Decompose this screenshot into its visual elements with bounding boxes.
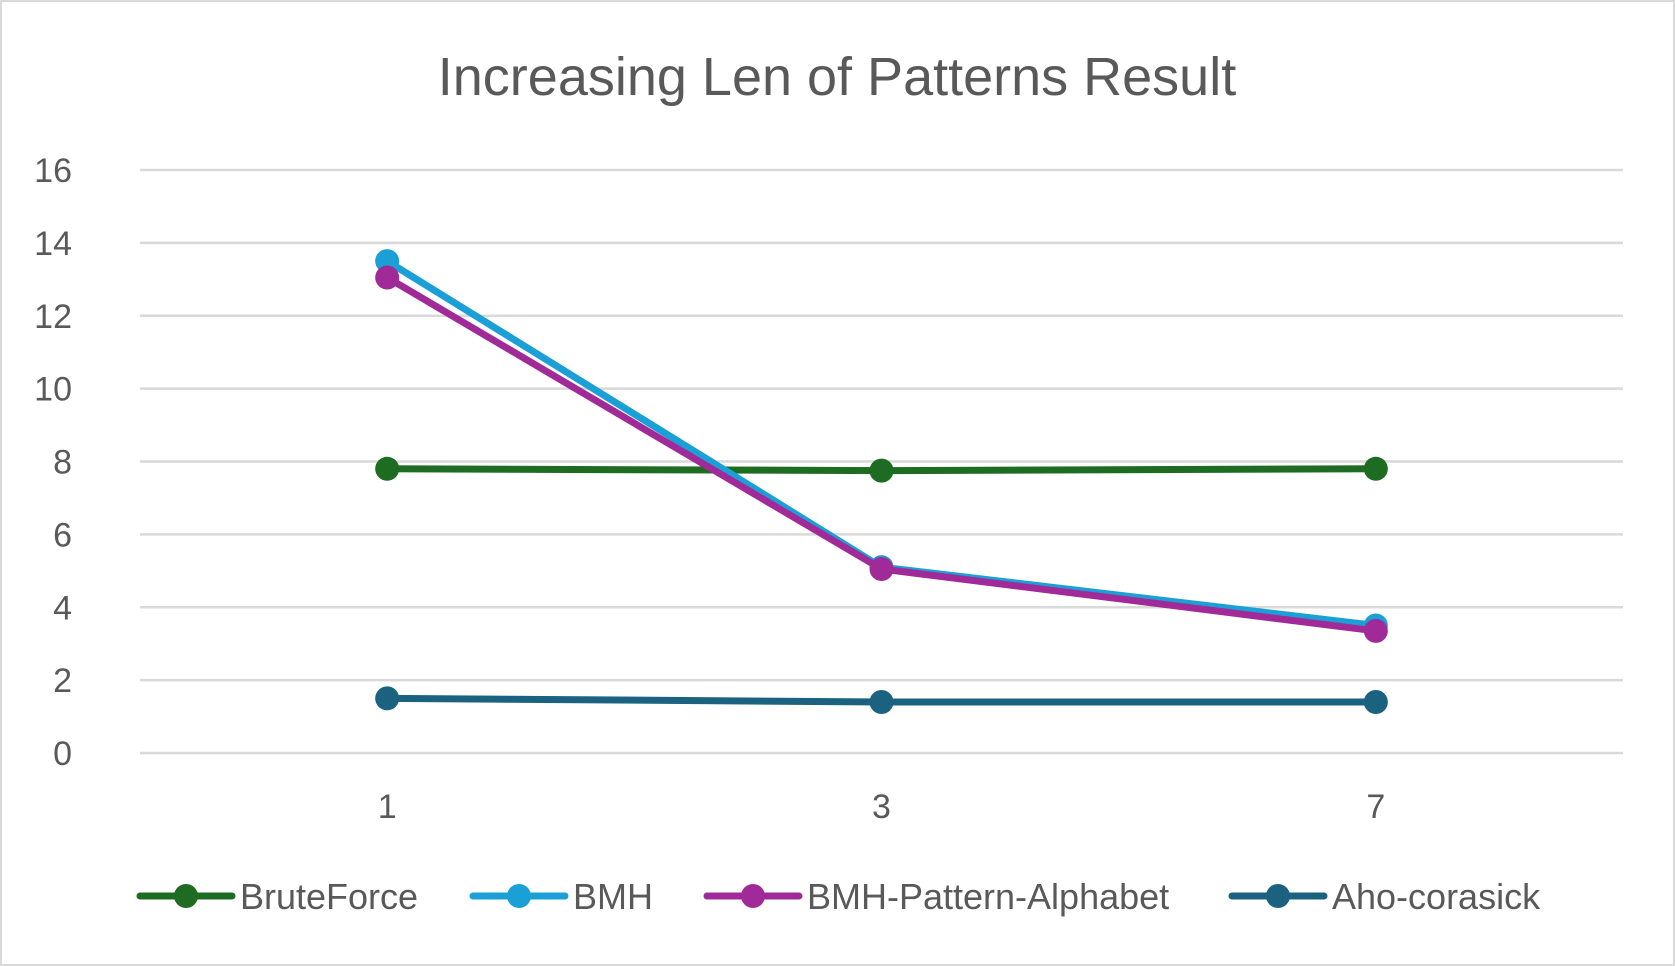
series-aho-corasick [375, 686, 1388, 714]
y-tick-label: 8 [53, 444, 72, 482]
data-point [375, 249, 400, 274]
legend-label: BruteForce [240, 876, 418, 917]
data-point [869, 458, 894, 483]
chart-title: Increasing Len of Patterns Result [438, 47, 1236, 107]
y-tick-label: 4 [53, 589, 72, 627]
x-tick-label: 3 [872, 788, 891, 826]
x-axis-ticks: 1 3 7 [378, 788, 1386, 826]
series-layer [375, 249, 1388, 714]
legend: BruteForce BMH BMH-Pattern-Alphabet Aho-cor… [136, 876, 1541, 917]
y-tick-label: 12 [34, 298, 72, 336]
legend-marker [507, 884, 531, 908]
data-point [869, 689, 894, 714]
y-tick-label: 0 [53, 735, 72, 773]
data-point [375, 265, 400, 290]
legend-item: BruteForce [136, 876, 418, 917]
legend-label: BMH [573, 876, 653, 917]
y-axis-ticks: 0 2 4 6 8 10 12 14 16 [34, 152, 72, 773]
series-bruteforce [375, 456, 1388, 483]
legend-item: BMH-Pattern-Alphabet [703, 876, 1169, 917]
series-bmh-pattern-alphabet [375, 265, 1388, 643]
x-tick-label: 1 [378, 788, 397, 826]
legend-marker [1266, 884, 1290, 908]
legend-marker [174, 884, 198, 908]
y-tick-label: 6 [53, 516, 72, 554]
data-point [1363, 618, 1388, 643]
x-tick-label: 7 [1366, 788, 1385, 826]
y-tick-label: 16 [34, 152, 72, 190]
y-tick-label: 2 [53, 662, 72, 700]
y-tick-label: 10 [34, 371, 72, 409]
legend-item: BMH [469, 876, 653, 917]
data-point [375, 456, 400, 481]
legend-marker [741, 884, 765, 908]
data-point [375, 686, 400, 711]
legend-label: Aho-corasick [1332, 876, 1541, 917]
data-point [869, 556, 894, 581]
y-tick-label: 14 [34, 225, 72, 263]
gridlines [140, 168, 1623, 755]
data-point [1363, 456, 1388, 481]
legend-item: Aho-corasick [1228, 876, 1541, 917]
data-point [1363, 689, 1388, 714]
legend-label: BMH-Pattern-Alphabet [807, 876, 1169, 917]
